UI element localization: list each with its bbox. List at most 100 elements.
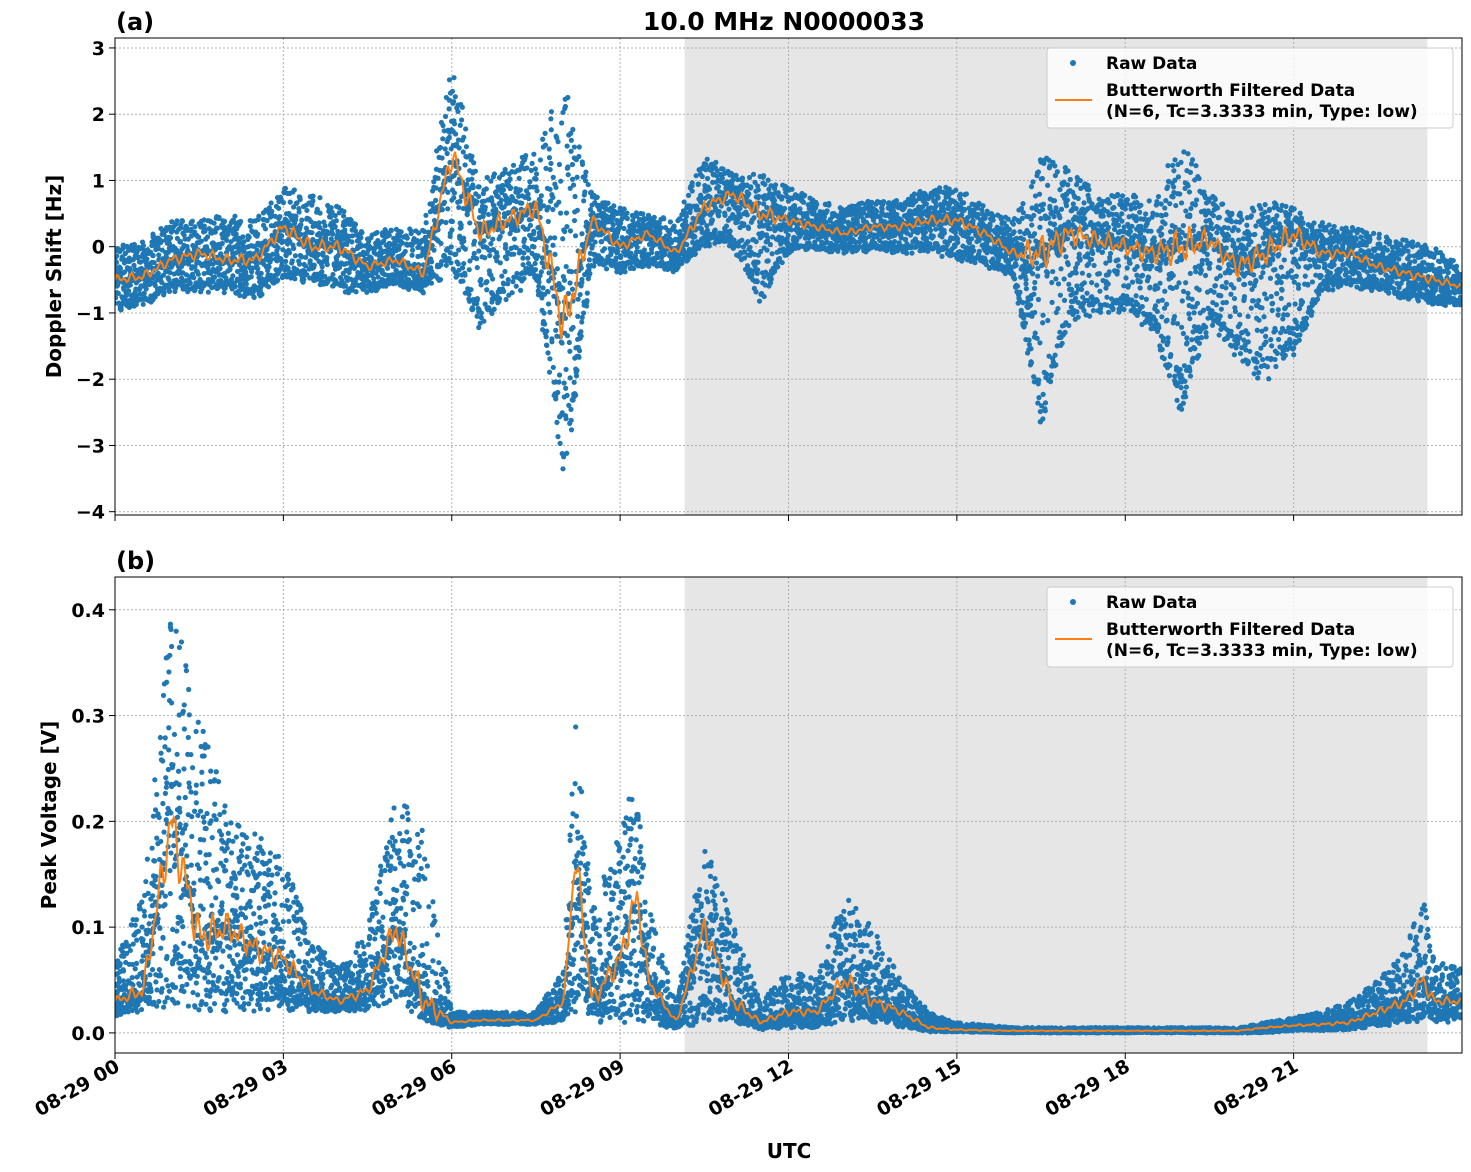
raw-data-point xyxy=(560,285,566,291)
raw-data-point xyxy=(217,245,223,251)
raw-data-point xyxy=(291,187,297,193)
raw-data-point xyxy=(861,230,868,236)
raw-data-point xyxy=(505,277,511,283)
raw-data-point xyxy=(270,251,276,257)
raw-data-point xyxy=(538,193,544,199)
raw-data-point xyxy=(628,250,634,256)
raw-data-point xyxy=(297,194,303,200)
raw-data-point xyxy=(531,228,537,234)
raw-data-point xyxy=(161,231,167,238)
raw-data-point xyxy=(269,208,275,214)
raw-data-point xyxy=(648,250,655,256)
raw-data-point xyxy=(545,218,551,225)
raw-data-point xyxy=(563,416,569,422)
raw-data-point xyxy=(249,265,256,271)
raw-data-point xyxy=(488,241,494,247)
raw-data-point xyxy=(167,270,173,276)
raw-data-point xyxy=(225,231,231,237)
raw-data-point xyxy=(451,121,458,127)
raw-data-point xyxy=(538,269,545,275)
raw-data-point xyxy=(402,248,408,255)
raw-data-point xyxy=(431,247,437,253)
raw-data-point xyxy=(466,291,472,298)
raw-data-point xyxy=(448,260,454,266)
raw-data-point xyxy=(211,241,218,247)
raw-data-point xyxy=(540,285,546,291)
raw-data-point xyxy=(765,258,771,264)
raw-data-point xyxy=(218,251,224,257)
raw-data-point xyxy=(441,199,448,205)
raw-data-point xyxy=(624,210,630,216)
raw-data-point xyxy=(527,179,533,185)
raw-data-point xyxy=(238,218,244,225)
raw-data-point xyxy=(322,273,328,279)
raw-data-point xyxy=(561,380,567,386)
raw-data-point xyxy=(550,206,556,213)
raw-data-point xyxy=(298,231,304,237)
raw-data-point xyxy=(511,236,518,242)
raw-data-point xyxy=(227,266,233,272)
raw-data-point xyxy=(585,181,591,188)
raw-data-point xyxy=(230,273,236,279)
raw-data-point xyxy=(755,187,761,193)
raw-data-point xyxy=(221,218,228,225)
raw-data-point xyxy=(923,201,929,207)
raw-data-point xyxy=(460,278,466,284)
raw-data-point xyxy=(925,248,931,254)
raw-data-point xyxy=(268,256,274,262)
raw-data-point xyxy=(568,427,575,433)
raw-data-point xyxy=(283,258,289,264)
raw-data-point xyxy=(482,204,488,210)
raw-data-point xyxy=(572,193,578,200)
raw-data-point xyxy=(564,165,571,171)
raw-data-point xyxy=(212,229,218,235)
raw-data-point xyxy=(624,215,630,222)
raw-data-point xyxy=(161,289,167,295)
raw-data-point xyxy=(587,270,593,277)
raw-data-point xyxy=(814,201,820,208)
raw-data-point xyxy=(384,265,391,271)
raw-data-point xyxy=(751,215,757,221)
raw-data-point xyxy=(155,246,161,252)
raw-data-point xyxy=(560,466,566,472)
raw-data-point xyxy=(131,241,138,248)
raw-data-point xyxy=(640,211,646,217)
raw-data-point xyxy=(319,264,325,270)
raw-data-point xyxy=(118,307,124,313)
raw-data-point xyxy=(274,252,280,258)
raw-data-point xyxy=(727,228,733,234)
raw-data-point xyxy=(187,280,193,286)
raw-data-point xyxy=(788,227,794,233)
raw-data-point xyxy=(527,222,533,228)
raw-data-point xyxy=(439,207,446,213)
raw-data-point xyxy=(491,306,497,312)
raw-data-point xyxy=(308,218,314,225)
raw-data-point xyxy=(195,271,201,277)
raw-data-point xyxy=(516,175,522,181)
raw-data-point xyxy=(570,126,576,133)
raw-data-point xyxy=(564,450,570,456)
raw-data-point xyxy=(541,203,547,209)
raw-data-point xyxy=(563,366,569,373)
raw-data-point xyxy=(280,200,287,206)
raw-data-point xyxy=(177,238,183,245)
raw-data-point xyxy=(519,200,525,206)
raw-data-point xyxy=(374,229,380,236)
raw-data-point xyxy=(150,252,156,259)
raw-data-point xyxy=(152,282,158,289)
raw-data-point xyxy=(873,208,880,214)
raw-data-point xyxy=(388,227,394,233)
raw-data-point xyxy=(750,171,757,177)
raw-data-point xyxy=(143,286,149,292)
raw-data-point xyxy=(541,310,547,316)
raw-data-point xyxy=(328,248,334,254)
raw-data-point xyxy=(181,232,187,238)
raw-data-point xyxy=(579,231,585,237)
raw-data-point xyxy=(532,260,538,267)
raw-data-point xyxy=(334,257,340,263)
raw-data-point xyxy=(692,234,698,240)
raw-data-point xyxy=(346,269,352,276)
raw-data-point xyxy=(552,251,558,257)
raw-data-point xyxy=(562,103,569,110)
raw-data-point xyxy=(299,217,305,223)
